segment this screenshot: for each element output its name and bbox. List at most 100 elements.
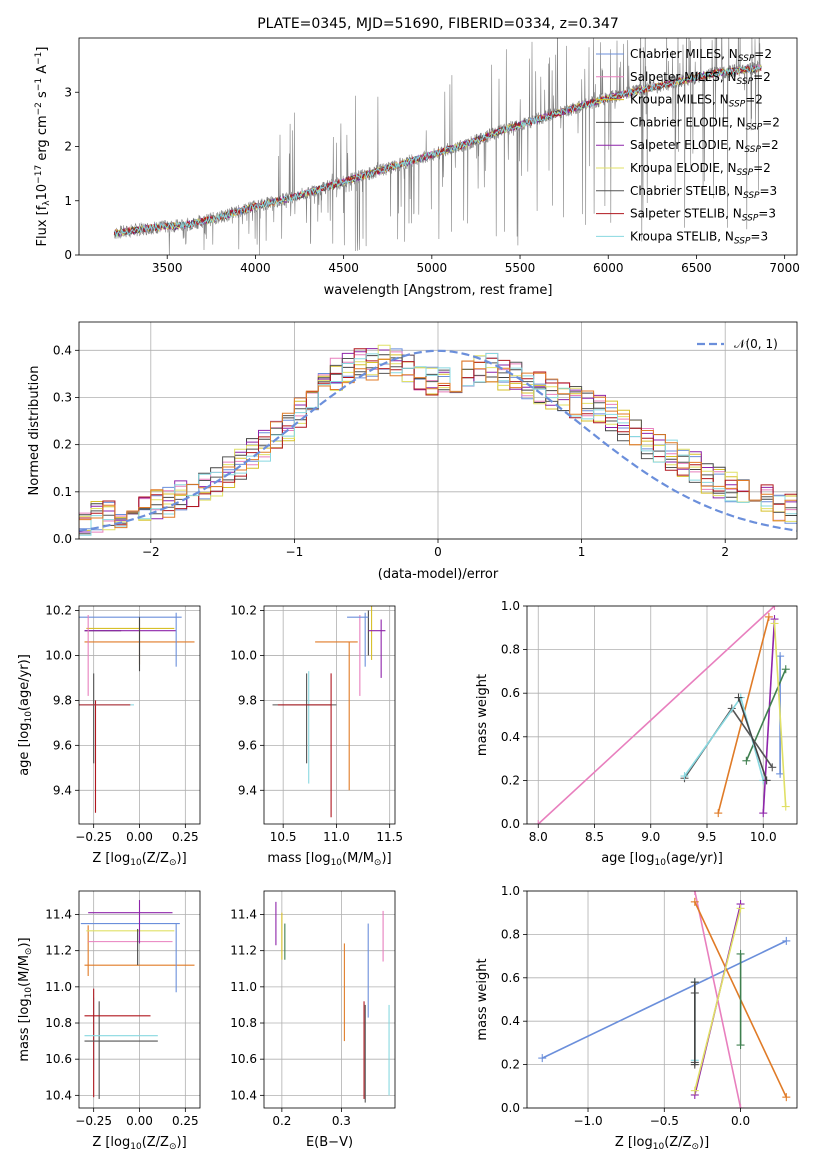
y-tick-label: 9.8 — [238, 693, 257, 707]
weight-line — [683, 695, 765, 781]
x-tick-label: 10.5 — [270, 830, 297, 844]
y-tick-label: 0.6 — [501, 971, 520, 985]
y-tick-label: 1 — [64, 194, 72, 208]
x-axis-label: Z [log10(Z/Z⊙)] — [615, 1135, 709, 1152]
normal-curve — [79, 349, 797, 532]
x-tick-label: −1.0 — [573, 1114, 602, 1128]
y-tick-label: 11.4 — [230, 908, 257, 922]
y-axis-label: mass [log10(M/M⊙)] — [17, 937, 34, 1061]
x-tick-label: 7000 — [769, 261, 800, 275]
x-tick-label: 0.0 — [731, 1114, 750, 1128]
x-tick-label: −0.5 — [650, 1114, 679, 1128]
y-tick-label: 10.6 — [45, 1052, 72, 1066]
y-axis-label: mass weight — [475, 674, 490, 756]
y-tick-label: 1.0 — [501, 884, 520, 898]
x-tick-label: −0.25 — [75, 1114, 112, 1128]
y-tick-label: 2 — [64, 140, 72, 154]
x-tick-label: −0.25 — [75, 830, 112, 844]
y-tick-label: 0.6 — [501, 686, 520, 700]
y-tick-label: 0.4 — [53, 343, 72, 357]
y-tick-label: 0.2 — [501, 1058, 520, 1072]
histogram-step — [79, 358, 797, 539]
chart-title: PLATE=0345, MJD=51690, FIBERID=0334, z=0… — [257, 16, 619, 32]
x-axis-label: E(B−V) — [306, 1135, 353, 1150]
weight-line — [773, 623, 787, 807]
axes-frame — [263, 890, 396, 1109]
weight-line — [694, 908, 742, 1091]
y-tick-label: 9.4 — [238, 783, 257, 797]
y-tick-label: 10.8 — [230, 1016, 257, 1030]
y-axis-label: Normed distribution — [27, 366, 42, 496]
y-tick-label: 11.0 — [230, 980, 257, 994]
plot-area — [272, 606, 386, 818]
legend-label: Salpeter MILES, NSSP=2 — [630, 70, 771, 87]
y-tick-label: 11.0 — [45, 980, 72, 994]
y-tick-label: 1.0 — [501, 599, 520, 613]
x-tick-label: 11.0 — [323, 830, 350, 844]
legend-label: Salpeter ELODIE, NSSP=2 — [630, 138, 779, 155]
y-tick-label: 10.4 — [45, 1088, 72, 1102]
x-axis-label: Z [log10(Z/Z⊙)] — [92, 1135, 186, 1152]
plot-area — [275, 901, 390, 1103]
x-tick-label: 0.3 — [332, 1114, 351, 1128]
y-tick-label: 0.0 — [501, 1101, 520, 1115]
axes-frame — [263, 605, 396, 825]
histogram-step — [79, 353, 797, 539]
y-tick-label: 0.4 — [501, 1014, 520, 1028]
legend-label: Chabrier ELODIE, NSSP=2 — [630, 115, 780, 132]
x-axis-label: mass [log10(M/M⊙)] — [267, 851, 391, 868]
x-tick-label: 0.00 — [126, 1114, 153, 1128]
y-tick-label: 0.2 — [53, 438, 72, 452]
x-axis-label: age [log10(age/yr)] — [601, 851, 723, 868]
x-tick-label: 2 — [721, 545, 729, 559]
y-tick-label: 10.8 — [45, 1016, 72, 1030]
y-tick-label: 0.0 — [53, 532, 72, 546]
x-axis-label: wavelength [Angstrom, rest frame] — [324, 283, 553, 298]
x-tick-label: 4500 — [328, 261, 359, 275]
x-tick-label: 3500 — [152, 261, 183, 275]
y-tick-label: 10.2 — [45, 603, 72, 617]
x-tick-label: 0.25 — [172, 830, 199, 844]
legend-label: Chabrier MILES, NSSP=2 — [630, 47, 772, 64]
legend-label: Kroupa STELIB, NSSP=3 — [630, 229, 768, 246]
y-tick-label: 9.4 — [53, 783, 72, 797]
y-tick-label: 10.2 — [230, 603, 257, 617]
y-tick-label: 11.2 — [45, 944, 72, 958]
x-tick-label: 9.0 — [641, 830, 660, 844]
plot-area — [538, 891, 791, 1108]
x-tick-label: 5500 — [505, 261, 536, 275]
x-tick-label: 8.5 — [585, 830, 604, 844]
x-tick-label: 6500 — [681, 261, 712, 275]
plot-area — [80, 900, 195, 1099]
x-tick-label: 10.0 — [750, 830, 777, 844]
y-tick-label: 9.6 — [53, 738, 72, 752]
plot-area — [79, 612, 195, 813]
y-axis-label: age [log10(age/yr)] — [17, 654, 34, 776]
weight-line — [537, 606, 776, 824]
y-tick-label: 10.4 — [230, 1088, 257, 1102]
y-tick-label: 0.4 — [501, 730, 520, 744]
y-tick-label: 0.8 — [501, 643, 520, 657]
y-tick-label: 3 — [64, 85, 72, 99]
y-tick-label: 0.2 — [501, 773, 520, 787]
x-tick-label: 11.5 — [376, 830, 403, 844]
x-axis-label: (data-model)/error — [378, 567, 499, 582]
y-axis-label: Flux [fλ10−17 erg cm−2 s−1 A−1] — [34, 47, 52, 247]
axes-frame — [526, 605, 798, 825]
y-tick-label: 0 — [64, 248, 72, 262]
x-tick-label: 0.25 — [172, 1114, 199, 1128]
legend-label: Chabrier STELIB, NSSP=3 — [630, 184, 777, 201]
y-tick-label: 11.2 — [230, 944, 257, 958]
weight-line — [745, 668, 787, 762]
x-tick-label: 6000 — [593, 261, 624, 275]
plot-area — [113, 38, 762, 255]
x-tick-label: −2 — [142, 545, 160, 559]
plot-area — [79, 344, 797, 539]
weight-line — [737, 697, 768, 781]
y-tick-label: 0.1 — [53, 485, 72, 499]
histogram-step — [79, 348, 797, 539]
legend-label: Salpeter STELIB, NSSP=3 — [630, 207, 776, 224]
plot-area — [534, 606, 790, 824]
legend-label: Kroupa MILES, NSSP=2 — [630, 93, 763, 110]
